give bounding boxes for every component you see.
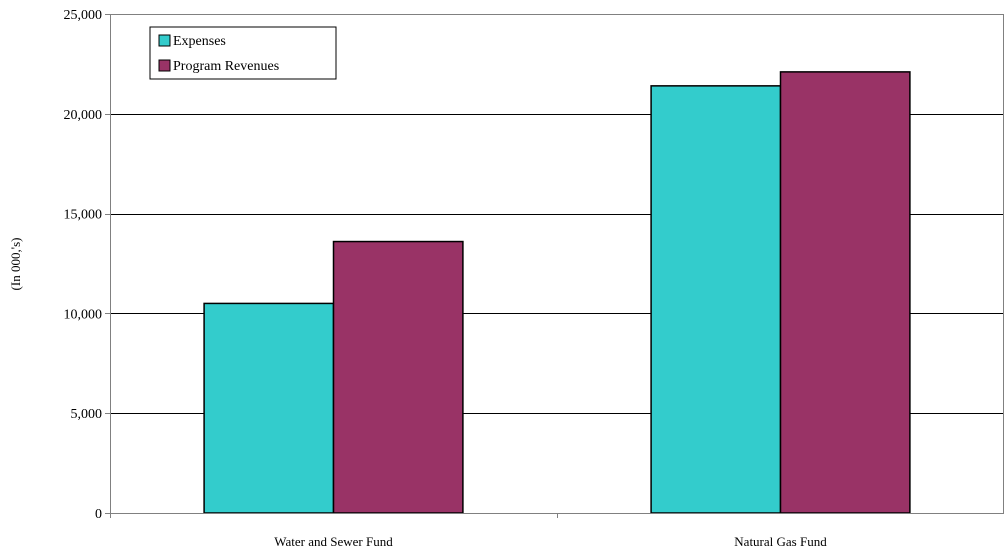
legend-swatch-expenses bbox=[158, 34, 171, 47]
y-tick-label-1: 5,000 bbox=[71, 407, 103, 422]
y-tick-label-0: 0 bbox=[95, 507, 102, 522]
x-tick-label-0: Water and Sewer Fund bbox=[274, 534, 393, 549]
bars bbox=[203, 71, 911, 514]
legend-box bbox=[149, 26, 337, 80]
bar-program-revenues-1 bbox=[779, 71, 911, 514]
bar-program-revenues-0 bbox=[332, 240, 464, 514]
legend: Expenses Program Revenues bbox=[149, 26, 337, 80]
y-axis-title: (In 000,'s) bbox=[8, 238, 23, 291]
y-tick-label-5: 25,000 bbox=[64, 8, 103, 23]
y-tick-labels: 0 5,000 10,000 15,000 20,000 25,000 bbox=[64, 8, 103, 522]
x-tick-label-1: Natural Gas Fund bbox=[734, 534, 827, 549]
legend-swatch-program-revenues bbox=[158, 59, 171, 72]
y-tick-label-3: 15,000 bbox=[64, 208, 103, 223]
y-tick-label-4: 20,000 bbox=[64, 108, 103, 123]
legend-label-expenses: Expenses bbox=[173, 34, 226, 49]
bar-expenses-1 bbox=[650, 85, 782, 514]
x-tick-labels: Water and Sewer Fund Natural Gas Fund bbox=[274, 534, 827, 549]
y-tick-label-2: 10,000 bbox=[64, 307, 103, 322]
legend-label-program-revenues: Program Revenues bbox=[173, 59, 279, 74]
bar-expenses-0 bbox=[203, 302, 335, 514]
